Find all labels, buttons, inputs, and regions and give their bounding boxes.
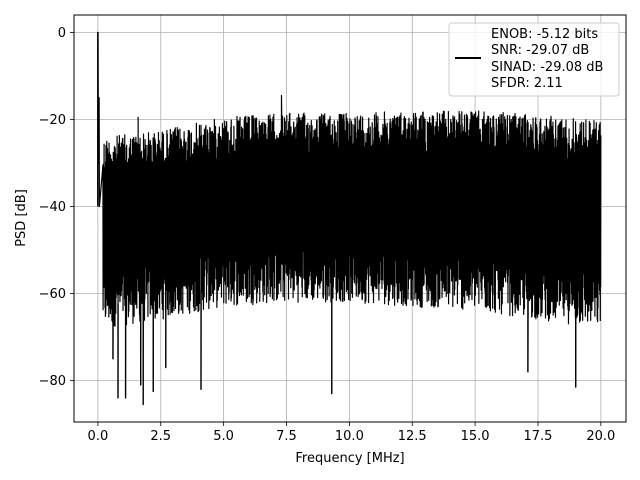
y-axis-title: PSD [dB] bbox=[14, 189, 29, 247]
x-tick-label: 17.5 bbox=[524, 429, 553, 444]
plot-frame bbox=[73, 14, 627, 423]
x-tick-label: 10.0 bbox=[335, 429, 364, 444]
psd-series bbox=[97, 31, 602, 406]
legend: ENOB: -5.12 bits SNR: -29.07 dB SINAD: -… bbox=[448, 22, 620, 97]
x-tick-label: 12.5 bbox=[398, 429, 427, 444]
axis-ticks: 0.0 2.5 5.0 7.5 10.0 12.5 15.0 17.5 20.0 0 −20 −40 −… bbox=[39, 26, 616, 444]
x-tick-label: 5.0 bbox=[213, 429, 234, 444]
y-tick-label: −60 bbox=[39, 287, 66, 302]
legend-sinad: SINAD: -29.08 dB bbox=[491, 60, 603, 75]
y-tick-label: −20 bbox=[39, 113, 66, 128]
legend-box bbox=[448, 22, 620, 97]
psd-line bbox=[97, 31, 602, 406]
x-tick-label: 20.0 bbox=[586, 429, 615, 444]
y-tick-label: −40 bbox=[39, 200, 66, 215]
x-tick-label: 7.5 bbox=[276, 429, 297, 444]
legend-sfdr: SFDR: 2.11 bbox=[491, 76, 563, 91]
x-tick-label: 15.0 bbox=[461, 429, 490, 444]
x-tick-label: 0.0 bbox=[88, 429, 109, 444]
y-tick-label: 0 bbox=[58, 26, 66, 41]
legend-snr: SNR: -29.07 dB bbox=[491, 43, 589, 58]
x-tick-label: 2.5 bbox=[150, 429, 171, 444]
x-axis-title: Frequency [MHz] bbox=[295, 451, 404, 466]
legend-enob: ENOB: -5.12 bits bbox=[491, 27, 598, 42]
y-tick-label: −80 bbox=[39, 374, 66, 389]
